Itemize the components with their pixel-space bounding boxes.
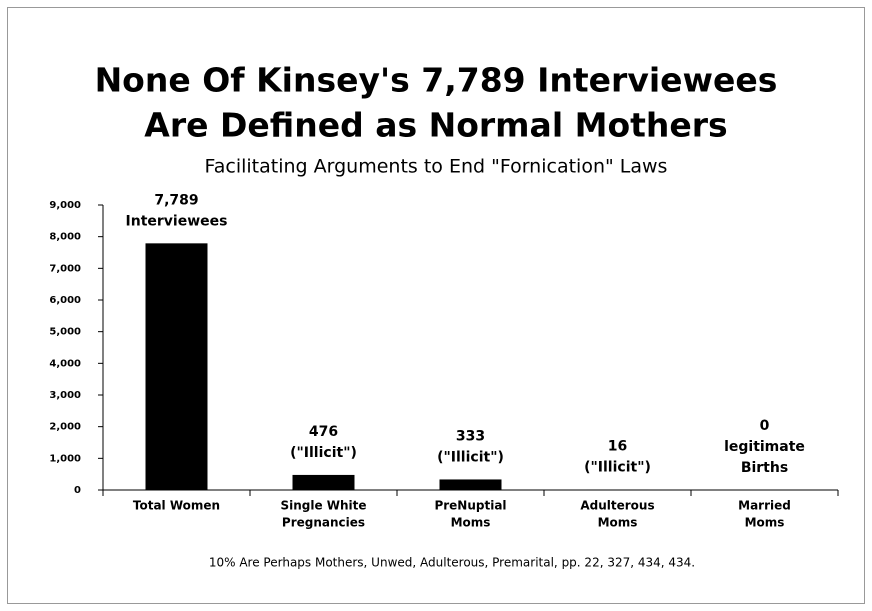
x-tick-label: Married xyxy=(738,499,791,513)
value-label: 333 xyxy=(456,428,485,444)
y-tick-label: 0 xyxy=(74,485,81,496)
bar xyxy=(145,243,208,490)
value-label: Births xyxy=(741,460,788,476)
value-label: legitimate xyxy=(724,439,805,455)
y-tick-label: 3,000 xyxy=(49,390,81,401)
y-tick-label: 2,000 xyxy=(49,422,81,433)
y-tick-label: 4,000 xyxy=(49,358,81,369)
x-tick-label: PreNuptial xyxy=(434,499,506,513)
x-tick-label: Moms xyxy=(451,516,491,530)
value-label: 476 xyxy=(309,424,338,440)
bar xyxy=(439,479,502,490)
footnote: 10% Are Perhaps Mothers, Unwed, Adultero… xyxy=(209,556,695,570)
value-label: ("Illicit") xyxy=(290,445,357,461)
value-label: ("Illicit") xyxy=(437,449,504,465)
y-tick-label: 9,000 xyxy=(49,200,81,211)
y-tick-label: 5,000 xyxy=(49,327,81,338)
y-tick-label: 1,000 xyxy=(49,453,81,464)
x-tick-label: Single White xyxy=(280,499,366,513)
value-label: 7,789 xyxy=(154,192,198,208)
value-label: 0 xyxy=(760,418,770,434)
value-label: ("Illicit") xyxy=(584,459,651,475)
chart-subtitle: Facilitating Arguments to End "Fornicati… xyxy=(205,156,668,178)
bar xyxy=(292,474,355,490)
y-tick-label: 8,000 xyxy=(49,232,81,243)
y-tick-label: 7,000 xyxy=(49,263,81,274)
chart-title: None Of Kinsey's 7,789 Interviewees xyxy=(95,61,778,100)
chart-title: Are Defined as Normal Mothers xyxy=(144,106,727,145)
x-tick-label: Pregnancies xyxy=(282,516,365,530)
x-tick-label: Moms xyxy=(745,516,785,530)
value-label: 16 xyxy=(608,438,627,454)
x-tick-label: Moms xyxy=(598,516,638,530)
y-tick-label: 6,000 xyxy=(49,295,81,306)
x-tick-label: Adulterous xyxy=(580,499,654,513)
bar xyxy=(586,489,649,490)
value-label: Interviewees xyxy=(126,213,228,229)
x-tick-label: Total Women xyxy=(133,499,220,513)
